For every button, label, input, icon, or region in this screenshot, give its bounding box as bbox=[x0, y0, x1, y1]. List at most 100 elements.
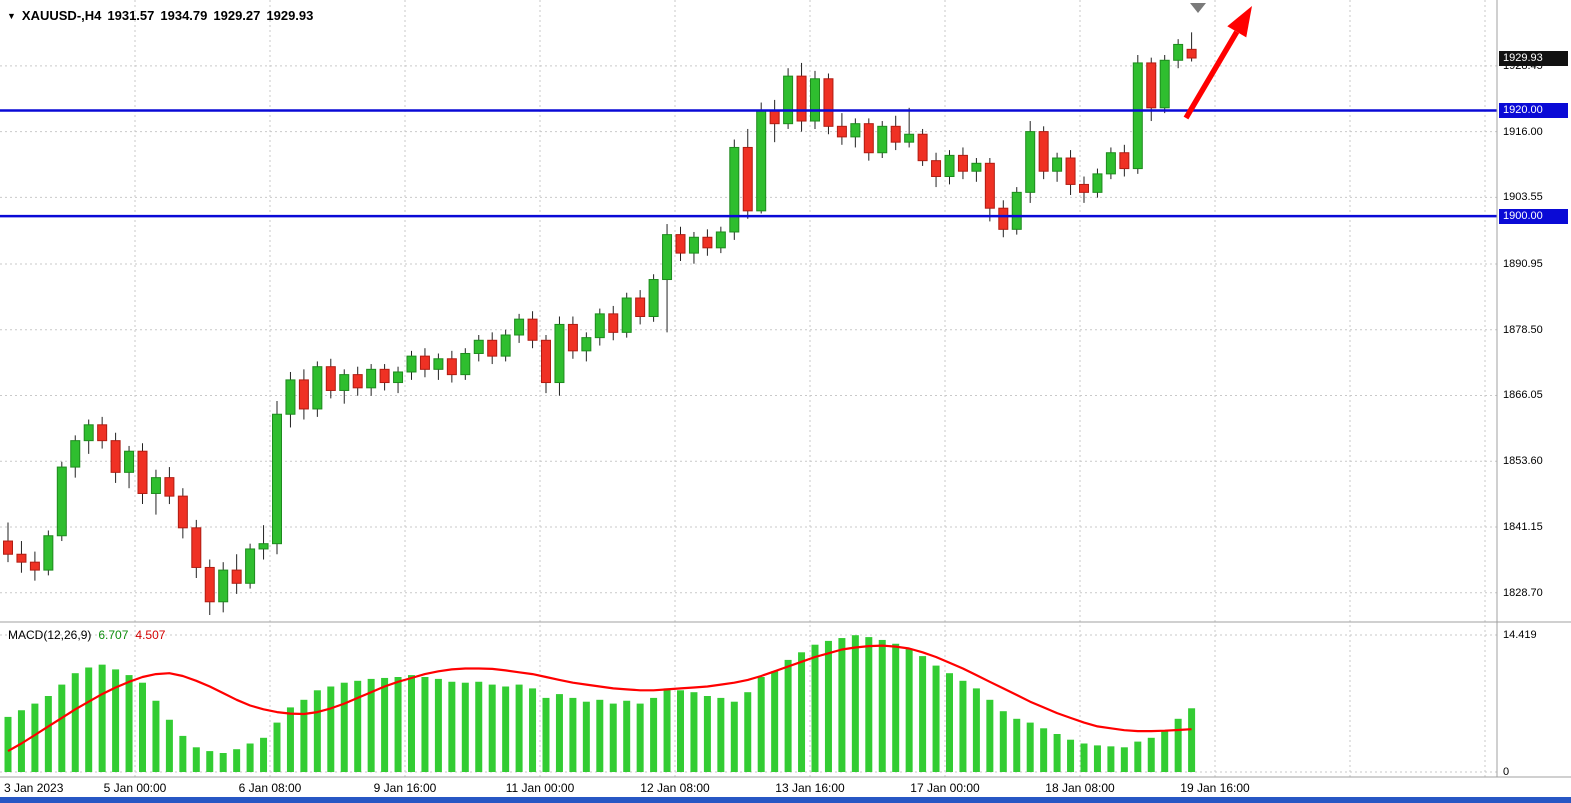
time-axis-label: 12 Jan 08:00 bbox=[640, 781, 710, 795]
macd-histogram-bar bbox=[703, 696, 711, 772]
macd-histogram-bar bbox=[1026, 722, 1034, 772]
macd-histogram-bar bbox=[623, 700, 631, 772]
macd-histogram-bar bbox=[152, 700, 160, 772]
macd-histogram-bar bbox=[798, 652, 806, 772]
macd-axis-zero-label: 0 bbox=[1503, 766, 1510, 778]
candle bbox=[446, 358, 457, 376]
chart-shift-marker-icon[interactable] bbox=[1190, 3, 1206, 13]
time-axis-label: 5 Jan 00:00 bbox=[103, 781, 167, 795]
candle bbox=[729, 146, 740, 233]
macd-signal-value: 4.507 bbox=[135, 628, 166, 642]
candle bbox=[608, 313, 619, 333]
candle bbox=[662, 234, 673, 281]
candle bbox=[124, 450, 135, 473]
time-axis-label: 17 Jan 00:00 bbox=[910, 781, 980, 795]
candle bbox=[393, 371, 404, 384]
macd-histogram-bar bbox=[71, 673, 79, 772]
candle bbox=[1146, 62, 1157, 109]
macd-axis-max-label: 14.419 bbox=[1503, 629, 1537, 642]
macd-histogram-bar bbox=[596, 699, 604, 772]
candle bbox=[850, 123, 861, 138]
candle bbox=[366, 368, 377, 389]
price-axis-label: 1878.50 bbox=[1503, 323, 1543, 336]
candle bbox=[1011, 191, 1022, 230]
candle bbox=[1065, 157, 1076, 185]
candle bbox=[581, 337, 592, 352]
macd-histogram-bar bbox=[394, 677, 402, 772]
candle bbox=[339, 374, 350, 391]
trend-arrow-head bbox=[1227, 6, 1252, 38]
macd-histogram-bar bbox=[986, 699, 994, 772]
price-axis-label: 1866.05 bbox=[1503, 389, 1543, 402]
macd-histogram-bar bbox=[192, 747, 200, 772]
price-axis-label: 1903.55 bbox=[1503, 191, 1543, 204]
candle bbox=[957, 154, 968, 172]
candle bbox=[1079, 183, 1089, 193]
candle bbox=[648, 279, 659, 318]
macd-histogram-bar bbox=[139, 682, 146, 772]
candle bbox=[433, 358, 444, 370]
time-axis-label: 18 Jan 08:00 bbox=[1045, 781, 1115, 795]
candle bbox=[379, 368, 390, 384]
candle bbox=[527, 318, 538, 341]
macd-histogram-bar bbox=[811, 644, 819, 772]
macd-histogram-bar bbox=[286, 707, 294, 772]
macd-histogram-bar bbox=[1067, 739, 1075, 772]
time-axis-label: 19 Jan 16:00 bbox=[1180, 781, 1250, 795]
macd-histogram-bar bbox=[824, 640, 832, 772]
candle bbox=[272, 413, 282, 545]
macd-histogram-bar bbox=[609, 703, 617, 772]
price-axis-label: 1841.15 bbox=[1503, 521, 1543, 534]
macd-histogram-bar bbox=[542, 697, 550, 772]
macd-histogram-bar bbox=[475, 681, 483, 772]
candle bbox=[150, 477, 161, 494]
macd-histogram-bar bbox=[690, 692, 698, 772]
macd-histogram-bar bbox=[408, 675, 415, 772]
macd-histogram-bar bbox=[730, 701, 738, 772]
macd-histogram-bar bbox=[367, 678, 375, 772]
price-axis-label: 1828.70 bbox=[1503, 586, 1543, 599]
trend-arrow-line[interactable] bbox=[1183, 30, 1240, 120]
macd-histogram-bar bbox=[959, 680, 967, 772]
candle bbox=[890, 125, 901, 143]
candle bbox=[218, 569, 229, 603]
candle bbox=[1038, 131, 1049, 172]
candle bbox=[810, 78, 820, 122]
time-axis-label: 9 Jan 16:00 bbox=[373, 781, 437, 795]
macd-histogram-bar bbox=[17, 710, 25, 772]
macd-histogram-bar bbox=[85, 667, 93, 772]
macd-histogram-bar bbox=[206, 751, 214, 772]
ohlc-dropdown-icon[interactable]: ▼ bbox=[7, 10, 16, 21]
candle bbox=[1173, 43, 1184, 61]
macd-histogram-bar bbox=[31, 703, 39, 772]
macd-histogram-bar bbox=[300, 699, 308, 772]
candle bbox=[836, 125, 847, 138]
candle bbox=[635, 297, 646, 318]
candle bbox=[567, 323, 578, 352]
macd-histogram-bar bbox=[1013, 718, 1021, 772]
candle bbox=[971, 162, 982, 172]
macd-histogram-bar bbox=[851, 635, 859, 772]
macd-histogram-bar bbox=[1161, 730, 1169, 772]
candle bbox=[944, 154, 955, 178]
candle bbox=[594, 313, 605, 339]
candle bbox=[756, 109, 767, 212]
hline-price-tag[interactable]: 1920.00 bbox=[1499, 102, 1568, 118]
macd-histogram-bar bbox=[1080, 743, 1088, 772]
candle bbox=[473, 339, 484, 354]
price-axis-label: 1890.95 bbox=[1503, 257, 1543, 270]
macd-histogram-bar bbox=[636, 703, 644, 772]
macd-histogram-bar bbox=[838, 638, 846, 772]
macd-histogram-bar bbox=[179, 735, 187, 772]
chart-title: ▼ XAUUSD-,H4 1931.57 1934.79 1929.27 192… bbox=[7, 8, 313, 23]
hline-price-tag[interactable]: 1900.00 bbox=[1499, 208, 1568, 224]
macd-histogram-bar bbox=[1120, 747, 1128, 772]
macd-histogram-bar bbox=[892, 643, 900, 772]
macd-histogram-bar bbox=[340, 682, 348, 772]
macd-histogram-bar bbox=[1174, 718, 1182, 772]
macd-histogram-bar bbox=[327, 686, 335, 772]
macd-main-value: 6.707 bbox=[98, 628, 129, 642]
macd-histogram-bar bbox=[273, 722, 281, 772]
macd-histogram-bar bbox=[434, 678, 442, 772]
